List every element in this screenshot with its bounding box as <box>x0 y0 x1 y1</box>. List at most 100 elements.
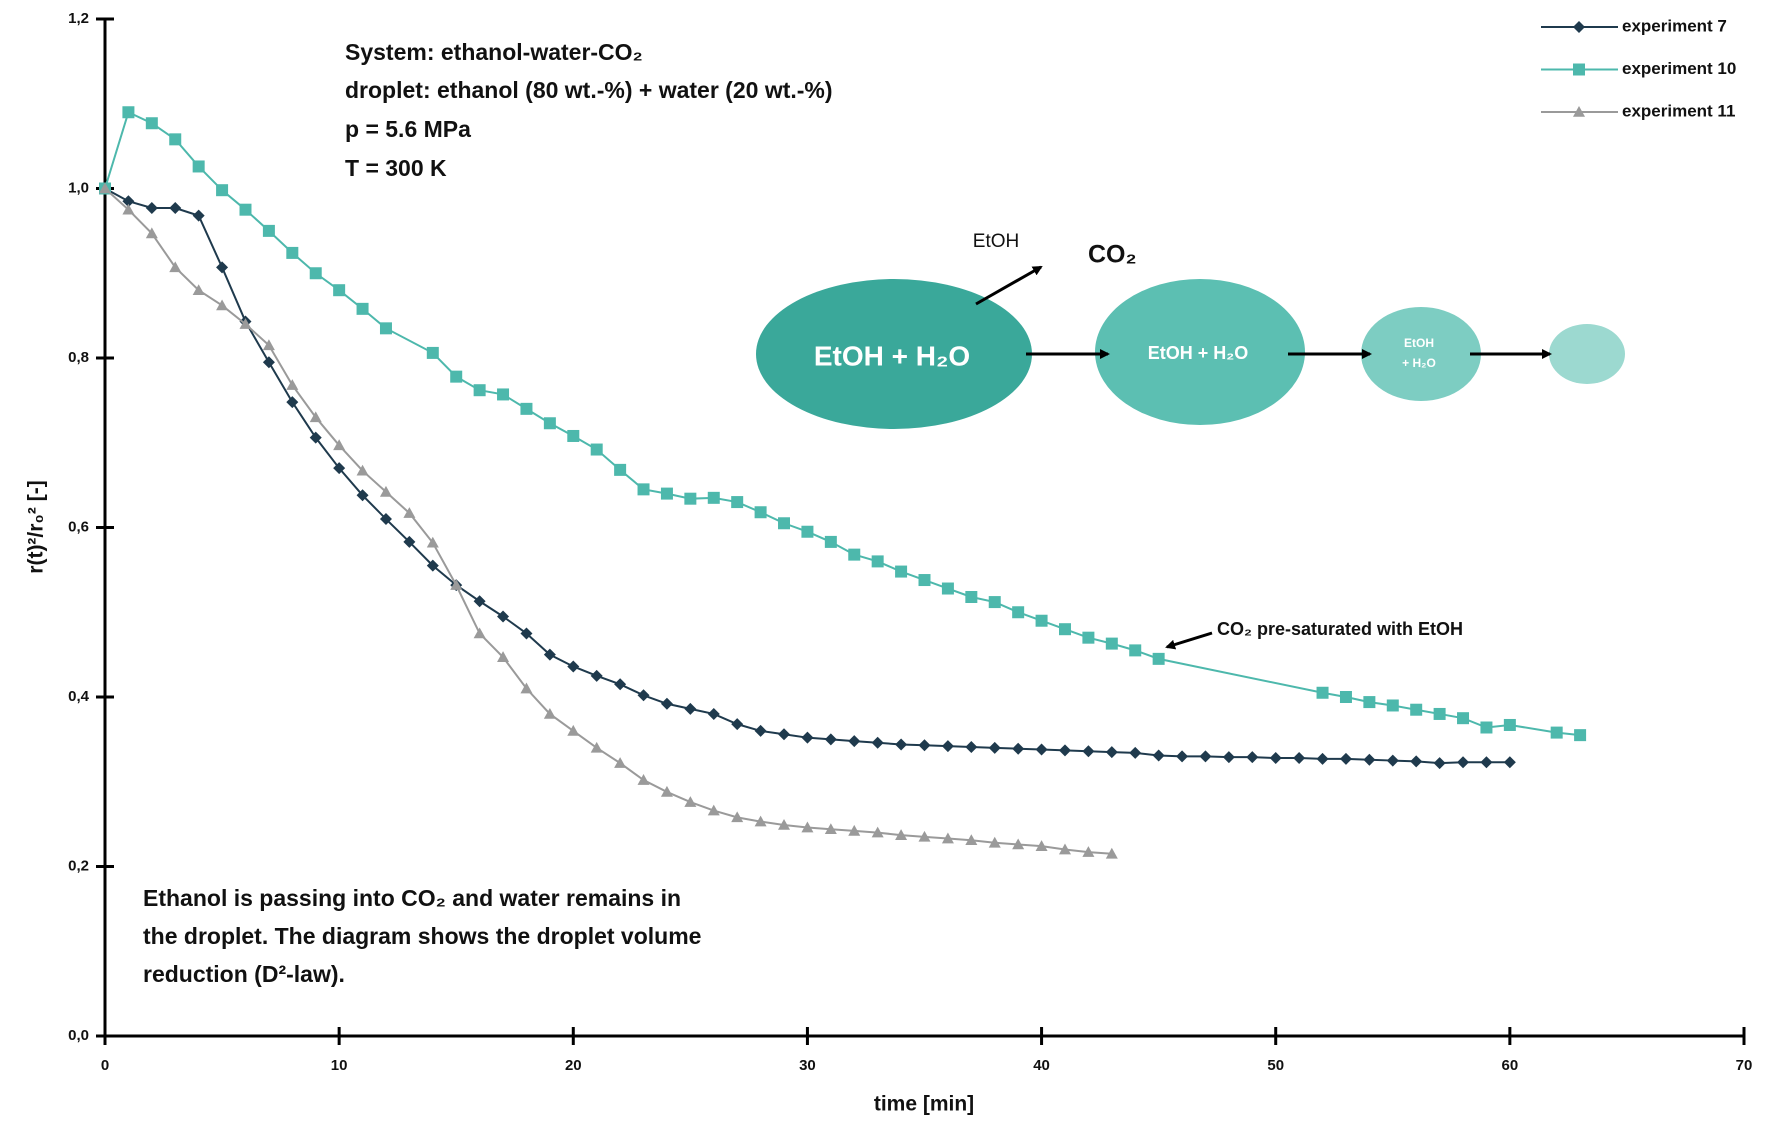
marker <box>357 303 369 315</box>
marker <box>684 703 696 715</box>
x-tick-label: 60 <box>1502 1057 1519 1074</box>
marker <box>333 284 345 296</box>
marker <box>708 708 720 720</box>
marker <box>263 225 275 237</box>
marker <box>1199 750 1211 762</box>
marker <box>1573 21 1585 33</box>
marker <box>942 583 954 595</box>
marker <box>474 384 486 396</box>
system-line: System: ethanol-water-CO₂ <box>345 39 643 65</box>
marker <box>1129 747 1141 759</box>
marker <box>591 670 603 682</box>
marker <box>1434 757 1446 769</box>
system-info: System: ethanol-water-CO₂ droplet: ethan… <box>345 39 833 181</box>
y-tick-label: 0,2 <box>68 857 89 874</box>
marker <box>919 739 931 751</box>
series-line <box>105 189 1112 854</box>
x-tick-label: 20 <box>565 1057 582 1074</box>
marker <box>1082 632 1094 644</box>
marker <box>567 660 579 672</box>
chart: System: ethanol-water-CO₂ droplet: ethan… <box>0 0 1766 1121</box>
marker <box>684 493 696 505</box>
droplet-label: EtOH + H₂O <box>814 340 970 371</box>
marker <box>801 732 813 744</box>
marker <box>1153 749 1165 761</box>
marker <box>708 492 720 504</box>
marker <box>1270 752 1282 764</box>
diagram-label: CO₂ <box>1088 241 1137 269</box>
droplet-label: + H₂O <box>1402 356 1436 370</box>
legend-label: experiment 10 <box>1622 59 1736 78</box>
marker <box>1457 756 1469 768</box>
marker <box>848 735 860 747</box>
arrow-note: CO₂ pre-saturated with EtOH <box>1217 619 1463 639</box>
marker <box>1012 606 1024 618</box>
note-line: the droplet. The diagram shows the dropl… <box>143 923 701 949</box>
marker <box>1363 754 1375 766</box>
marker <box>450 371 462 383</box>
series-line <box>105 112 1580 735</box>
system-line: droplet: ethanol (80 wt.-%) + water (20 … <box>345 77 833 103</box>
arrow <box>1167 633 1212 647</box>
marker <box>755 725 767 737</box>
marker <box>989 596 1001 608</box>
legend-label: experiment 11 <box>1622 101 1735 120</box>
marker <box>848 549 860 561</box>
marker <box>638 483 650 495</box>
marker <box>474 627 486 638</box>
x-axis-label: time [min] <box>874 1093 974 1116</box>
marker <box>872 555 884 567</box>
marker <box>825 733 837 745</box>
marker <box>731 718 743 730</box>
marker <box>638 689 650 701</box>
marker <box>591 444 603 456</box>
marker <box>1059 744 1071 756</box>
marker <box>193 210 205 222</box>
marker <box>239 204 251 216</box>
marker <box>825 536 837 548</box>
marker <box>755 506 767 518</box>
legend-label: experiment 7 <box>1622 16 1727 35</box>
marker <box>520 403 532 415</box>
marker <box>1059 623 1071 635</box>
marker <box>216 261 228 273</box>
y-tick-label: 1,0 <box>68 179 89 196</box>
droplet-label: EtOH + H₂O <box>1148 343 1249 363</box>
marker <box>1480 756 1492 768</box>
marker <box>872 737 884 749</box>
x-tick-label: 30 <box>799 1057 816 1074</box>
marker <box>169 202 181 214</box>
marker <box>801 526 813 538</box>
system-line: T = 300 K <box>345 155 447 181</box>
marker <box>614 757 626 768</box>
marker <box>286 396 298 408</box>
marker <box>614 678 626 690</box>
y-axis-label: r(t)²/r₀² [-] <box>25 480 48 573</box>
marker <box>146 202 158 214</box>
marker <box>286 247 298 259</box>
y-tick-label: 0,8 <box>68 349 89 366</box>
marker <box>1293 752 1305 764</box>
marker <box>731 496 743 508</box>
marker <box>591 742 603 753</box>
marker <box>1504 719 1516 731</box>
marker <box>380 322 392 334</box>
marker <box>661 786 673 797</box>
marker <box>567 725 579 736</box>
marker <box>1106 638 1118 650</box>
marker <box>1012 743 1024 755</box>
marker <box>1246 751 1258 763</box>
marker <box>427 347 439 359</box>
y-tick-label: 0,4 <box>68 688 90 705</box>
marker <box>1387 699 1399 711</box>
marker <box>310 267 322 279</box>
marker <box>895 566 907 578</box>
marker <box>661 698 673 710</box>
x-tick-label: 70 <box>1736 1057 1753 1074</box>
x-tick-label: 50 <box>1267 1057 1284 1074</box>
marker <box>1574 729 1586 741</box>
diagram-label: EtOH <box>973 231 1019 252</box>
marker <box>1129 644 1141 656</box>
marker <box>778 728 790 740</box>
marker <box>1317 687 1329 699</box>
